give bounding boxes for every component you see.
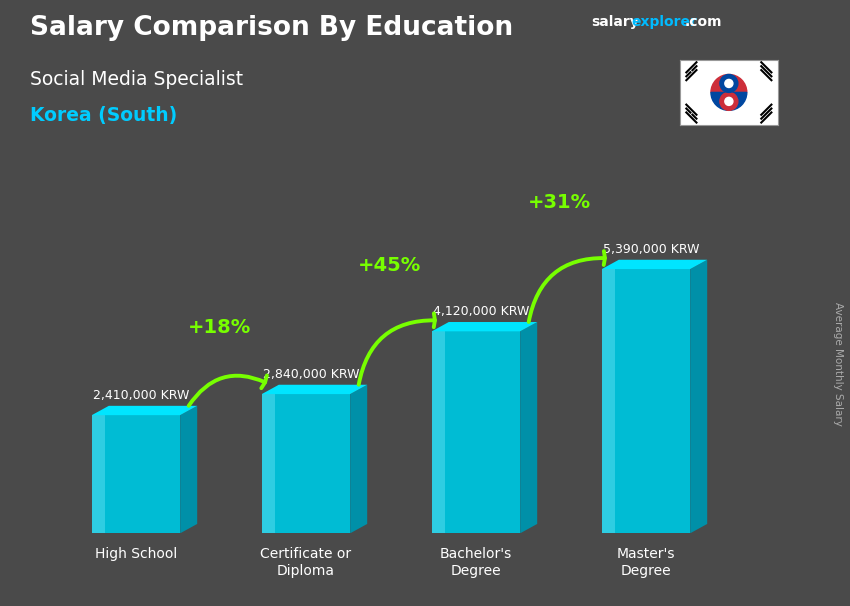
Polygon shape [432,322,537,331]
Text: Salary Comparison By Education: Salary Comparison By Education [30,15,513,41]
Text: salary: salary [591,15,638,29]
Polygon shape [92,406,197,415]
Wedge shape [711,75,747,92]
Wedge shape [711,92,747,110]
Bar [262,394,350,533]
Circle shape [720,75,738,92]
Bar [262,394,275,533]
Bar [432,331,445,533]
Text: 2,840,000 KRW: 2,840,000 KRW [263,368,360,381]
Polygon shape [262,385,367,394]
Polygon shape [350,385,367,533]
Bar [602,269,690,533]
Text: +31%: +31% [528,193,591,213]
Bar [92,415,105,533]
Bar [602,269,615,533]
Text: +45%: +45% [358,256,421,275]
Circle shape [711,75,747,110]
Circle shape [720,92,738,110]
Text: 4,120,000 KRW: 4,120,000 KRW [433,305,530,318]
Bar [432,331,520,533]
Text: Korea (South): Korea (South) [30,106,177,125]
Polygon shape [602,260,707,269]
Text: +18%: +18% [188,318,251,338]
Bar [92,415,180,533]
Text: Social Media Specialist: Social Media Specialist [30,70,243,88]
Polygon shape [180,406,197,533]
Text: 2,410,000 KRW: 2,410,000 KRW [93,389,190,402]
Polygon shape [520,322,537,533]
Text: explorer: explorer [632,15,697,29]
Circle shape [725,79,733,87]
Text: Average Monthly Salary: Average Monthly Salary [833,302,843,425]
Polygon shape [690,260,707,533]
Text: .com: .com [684,15,722,29]
Circle shape [725,98,733,105]
Text: 5,390,000 KRW: 5,390,000 KRW [603,243,700,256]
